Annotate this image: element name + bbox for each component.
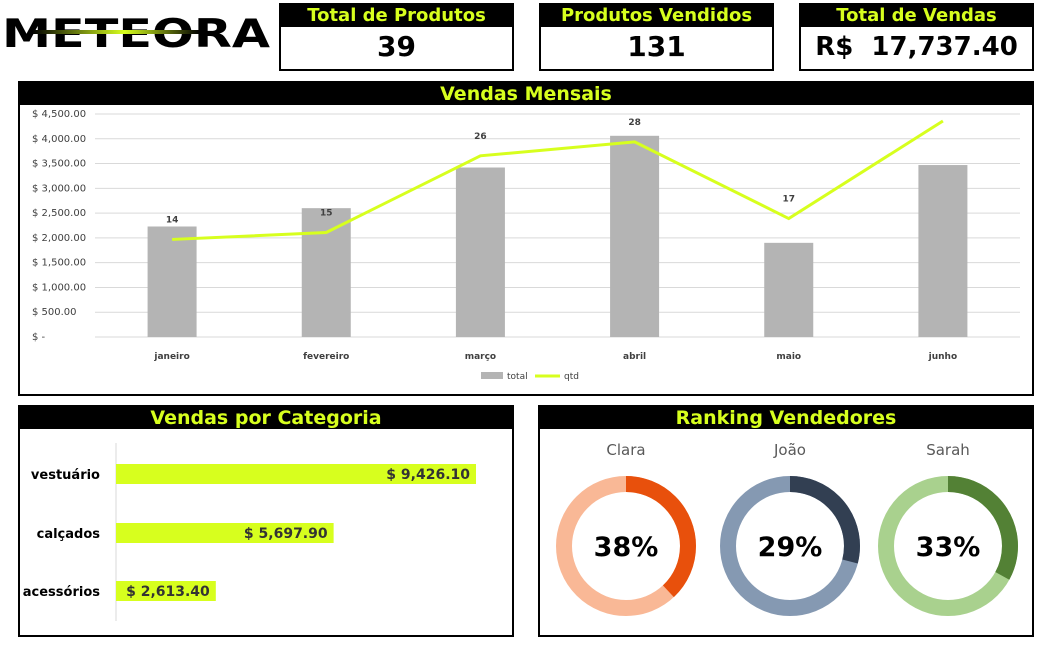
bar-total <box>455 167 505 337</box>
meteora-logo: METEORA <box>2 14 270 54</box>
category-bar <box>116 464 476 484</box>
seller-name: João <box>773 441 806 459</box>
y-tick-label: $ 4,500.00 <box>32 109 86 120</box>
category-label: calçados <box>37 527 101 542</box>
category-value-label: $ 2,613.40 <box>126 584 210 600</box>
category-value-label: $ 9,426.10 <box>386 467 470 483</box>
category-value-label: $ 5,697.90 <box>244 526 328 542</box>
bar-total <box>918 165 968 337</box>
kpi-produtos-vendidos: Produtos Vendidos 131 <box>539 3 774 71</box>
line-qtd <box>172 119 944 241</box>
donut-share <box>720 476 860 616</box>
qtd-data-label: 31 <box>937 105 950 107</box>
monthly-sales-chart: $ - $ 500.00 $ 1,000.00 $ 1,500.00 $ 2,000.0… <box>32 105 1020 382</box>
legend-swatch-total <box>481 372 503 379</box>
ranking-chart: Clara 38% João 29% Sarah 33% <box>556 441 1018 616</box>
kpi-value: R$ 17,737.40 <box>815 32 1018 62</box>
bar-total <box>610 135 660 337</box>
x-tick-label: março <box>465 352 496 362</box>
category-sales-title: Vendas por Categoria <box>20 407 512 429</box>
x-tick-label: janeiro <box>153 352 189 362</box>
y-tick-label: $ 1,000.00 <box>32 282 86 293</box>
bar-total <box>764 242 814 337</box>
monthly-sales-title: Vendas Mensais <box>20 83 1032 105</box>
monthly-sales-panel: Vendas Mensais $ - $ 500.00 $ 1,000.00 $ 1,… <box>18 81 1034 396</box>
kpi-value: 39 <box>377 30 416 63</box>
x-tick-label: junho <box>928 352 958 362</box>
kpi-total-produtos: Total de Produtos 39 <box>279 3 514 71</box>
category-label: acessórios <box>23 585 101 600</box>
qtd-data-label: 26 <box>474 132 487 142</box>
kpi-label: Produtos Vendidos <box>541 5 772 27</box>
x-tick-label: fevereiro <box>303 352 349 362</box>
kpi-label: Total de Vendas <box>801 5 1032 27</box>
seller-percent: 38% <box>594 532 659 563</box>
seller-name: Sarah <box>926 441 970 459</box>
kpi-total-vendas: Total de Vendas R$ 17,737.40 <box>799 3 1034 71</box>
y-tick-label: $ 4,000.00 <box>32 134 86 145</box>
ranking-title: Ranking Vendedores <box>540 407 1032 429</box>
legend-label-total: total <box>507 372 528 382</box>
x-tick-label: abril <box>623 352 646 362</box>
x-tick-label: maio <box>776 352 801 362</box>
y-tick-label: $ - <box>32 332 46 343</box>
qtd-data-label: 15 <box>320 208 333 218</box>
bar-total <box>301 208 351 337</box>
category-label: vestuário <box>31 468 100 483</box>
qtd-data-label: 28 <box>628 118 641 128</box>
qtd-data-label: 14 <box>166 215 179 225</box>
donut-share <box>878 476 1018 616</box>
bar-total <box>147 226 197 337</box>
y-tick-label: $ 500.00 <box>32 307 77 318</box>
seller-name: Clara <box>606 441 645 459</box>
qtd-data-label: 17 <box>782 195 795 205</box>
category-sales-panel: Vendas por Categoria vestuário $ 9,426.10… <box>18 405 514 637</box>
ranking-panel: Ranking Vendedores Clara 38% João 29% Sarah 3… <box>538 405 1034 637</box>
y-tick-label: $ 1,500.00 <box>32 258 86 269</box>
category-sales-chart: vestuário $ 9,426.10 calçados $ 5,697.90 ace… <box>23 443 476 621</box>
y-tick-label: $ 2,500.00 <box>32 208 86 219</box>
legend-label-qtd: qtd <box>564 372 579 382</box>
donut-share <box>556 476 696 616</box>
y-tick-label: $ 3,500.00 <box>32 159 86 170</box>
seller-percent: 33% <box>916 532 981 563</box>
y-tick-label: $ 3,000.00 <box>32 183 86 194</box>
category-bar <box>116 523 334 543</box>
y-tick-label: $ 2,000.00 <box>32 233 86 244</box>
kpi-value: 131 <box>627 30 686 63</box>
category-bar <box>116 581 216 601</box>
kpi-label: Total de Produtos <box>281 5 512 27</box>
seller-percent: 29% <box>758 532 823 563</box>
